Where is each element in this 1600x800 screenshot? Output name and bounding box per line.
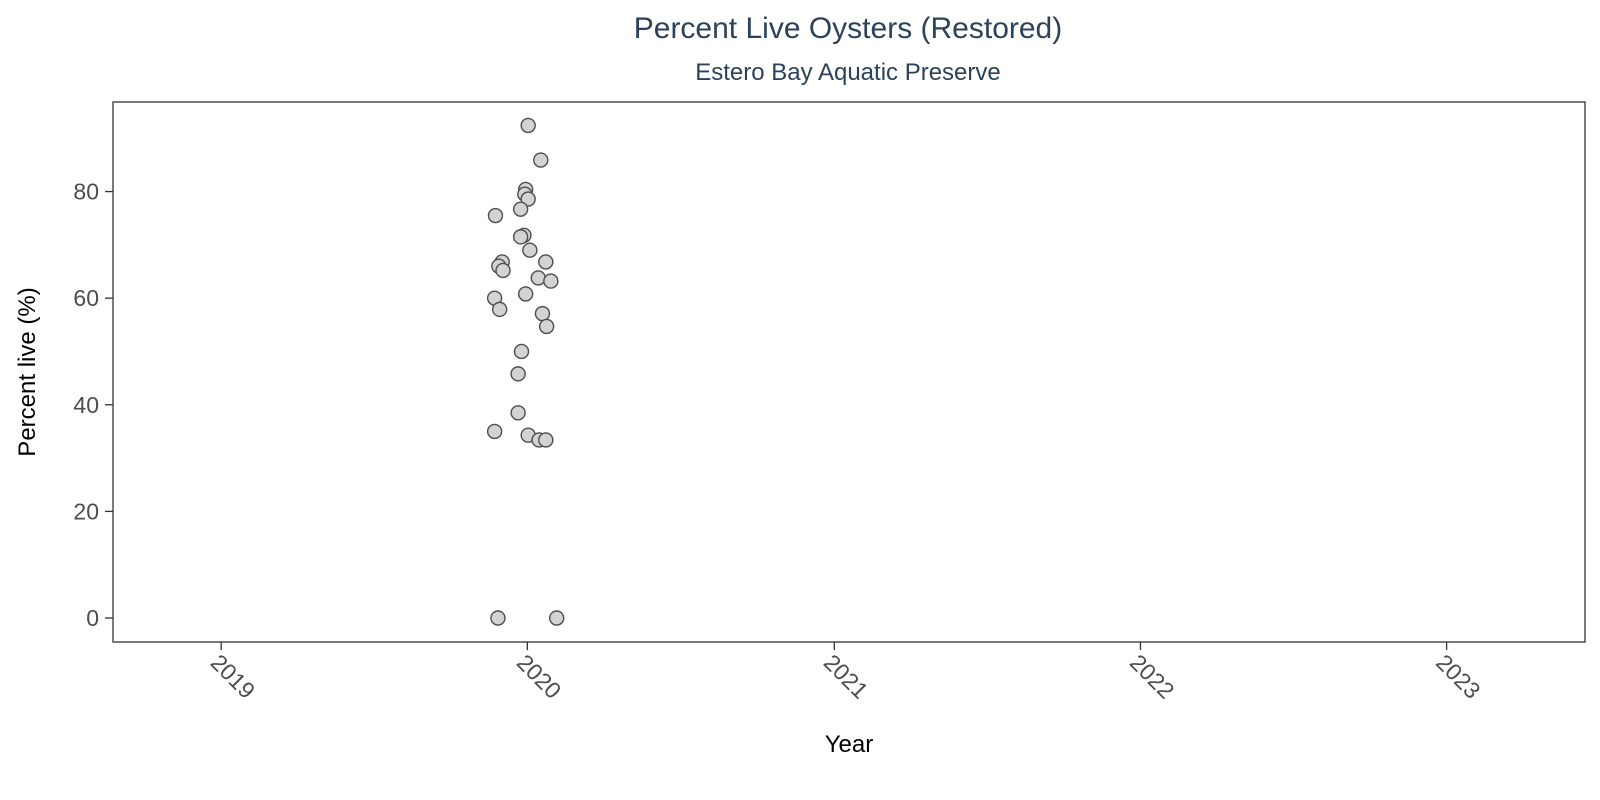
data-point (548, 610, 565, 626)
data-point (520, 117, 536, 134)
x-tick-label: 2019 (206, 649, 261, 704)
data-point (522, 242, 538, 258)
y-tick-label: 60 (73, 285, 99, 311)
y-tick-label: 40 (73, 392, 99, 418)
x-tick-label: 2023 (1431, 649, 1486, 704)
data-point (538, 432, 554, 448)
x-tick-label: 2020 (512, 649, 567, 704)
data-point (512, 201, 529, 217)
data-point (510, 366, 526, 382)
data-point (487, 207, 504, 224)
data-point (538, 318, 555, 335)
data-point (510, 405, 526, 421)
y-axis-title: Percent live (%) (14, 287, 41, 456)
data-point (490, 610, 506, 626)
y-tick-label: 80 (73, 179, 99, 205)
data-point (495, 262, 511, 279)
data-point (538, 254, 554, 270)
x-tick-label: 2021 (819, 649, 874, 704)
y-axis: 0 20 40 60 80 (73, 179, 113, 631)
data-point (543, 273, 559, 289)
data-point (534, 305, 551, 322)
plot-panel (112, 101, 1586, 643)
data-point (530, 270, 546, 286)
data-point (491, 301, 508, 318)
data-point (512, 229, 529, 245)
data-point (513, 343, 530, 360)
x-axis-title: Year (825, 731, 874, 758)
data-point (520, 191, 536, 207)
y-tick-label: 0 (86, 605, 99, 631)
x-tick-label: 2022 (1125, 649, 1180, 704)
x-axis: 2019 2020 2021 2022 2023 (206, 642, 1486, 704)
chart-subtitle: Estero Bay Aquatic Preserve (695, 59, 1000, 86)
data-points (486, 117, 565, 626)
chart-title: Percent Live Oysters (Restored) (634, 12, 1062, 45)
data-point (533, 152, 549, 168)
data-point (486, 423, 503, 440)
y-tick-label: 20 (73, 498, 99, 524)
data-point (517, 286, 534, 302)
